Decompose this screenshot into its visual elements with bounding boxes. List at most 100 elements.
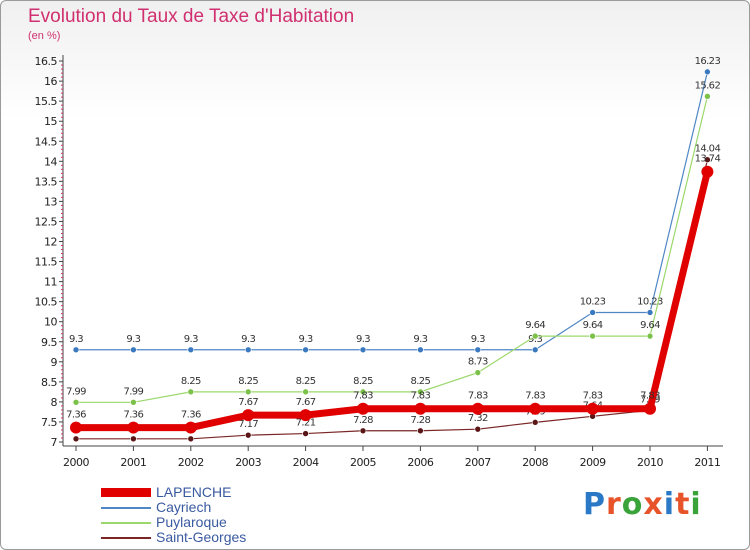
data-point <box>72 399 80 406</box>
data-label: 9.3 <box>356 334 370 345</box>
data-point <box>187 346 195 354</box>
y-tick-label: 12 <box>44 236 57 249</box>
data-label: 9.64 <box>640 320 660 331</box>
data-label: 7.83 <box>410 391 430 402</box>
logo-letter: t <box>675 487 691 522</box>
data-point <box>417 427 424 435</box>
data-label: 10.23 <box>637 296 663 307</box>
y-tick-label: 13.5 <box>35 175 58 188</box>
data-point <box>529 402 542 415</box>
data-label: 9.3 <box>471 334 485 345</box>
data-label: 7.28 <box>353 415 373 426</box>
x-tick-label: 2010 <box>637 456 663 469</box>
y-tick-label: 16.5 <box>35 55 58 68</box>
data-point <box>359 388 367 396</box>
logo-letter: r <box>606 487 622 522</box>
data-point <box>130 399 137 406</box>
data-label: 7.83 <box>640 391 660 402</box>
y-tick-label: 14.5 <box>35 135 58 148</box>
data-point <box>302 346 309 354</box>
x-tick-label: 2004 <box>293 456 319 469</box>
data-point <box>130 435 137 443</box>
legend-label: LAPENCHE <box>156 484 232 500</box>
data-label: 7.32 <box>468 413 488 424</box>
series-line-puylaroque <box>76 96 708 403</box>
data-point <box>704 68 711 76</box>
data-label: 7.67 <box>238 397 258 408</box>
logo-letter: i <box>663 487 676 522</box>
unit-label: (en %) <box>28 30 61 42</box>
y-tick-label: 11 <box>44 276 57 289</box>
legend-label: Puylaroque <box>156 514 227 530</box>
y-tick-label: 10.5 <box>35 296 58 309</box>
data-point <box>531 346 539 354</box>
data-point <box>586 402 599 415</box>
data-point <box>187 435 195 443</box>
data-point <box>72 435 80 443</box>
y-tick-label: 8.5 <box>41 376 57 389</box>
legend-label: Cayriech <box>156 499 212 515</box>
logo-letter: o <box>621 487 644 522</box>
data-point <box>471 402 484 415</box>
data-label: 8.25 <box>181 376 201 387</box>
x-tick-label: 2003 <box>235 456 261 469</box>
x-tick-label: 2009 <box>580 456 606 469</box>
y-tick-label: 8 <box>51 396 58 409</box>
logo-letter: x <box>643 487 664 522</box>
x-tick-label: 2002 <box>178 456 204 469</box>
data-point <box>644 402 656 415</box>
data-point <box>72 346 80 354</box>
data-point <box>417 346 424 354</box>
data-point <box>531 419 539 426</box>
logo-letter: i <box>690 487 702 522</box>
data-label: 9.64 <box>525 320 545 331</box>
y-tick-label: 7.5 <box>41 416 57 429</box>
proxiti-logo: Proxiti <box>583 487 702 522</box>
data-label: 7.83 <box>583 391 603 402</box>
legend-swatch <box>101 507 151 509</box>
data-point <box>646 332 654 340</box>
data-point <box>474 425 482 433</box>
x-tick-label: 2000 <box>63 456 89 469</box>
data-label: 7.21 <box>296 418 316 429</box>
data-point <box>127 421 140 434</box>
data-label: 8.25 <box>410 376 430 387</box>
legend-label: Saint-Georges <box>156 529 247 545</box>
x-tick-label: 2008 <box>522 456 548 469</box>
data-label: 8.73 <box>468 357 488 368</box>
y-tick-label: 11.5 <box>35 256 58 269</box>
x-tick-label: 2005 <box>350 456 376 469</box>
data-label: 14.04 <box>695 144 721 155</box>
data-point <box>130 346 137 354</box>
y-tick-label: 12.5 <box>35 215 58 228</box>
data-label: 7.83 <box>468 391 488 402</box>
data-label: 7.36 <box>181 410 201 421</box>
x-tick-label: 2001 <box>120 456 146 469</box>
data-point <box>299 409 312 422</box>
y-tick-label: 9 <box>51 356 58 369</box>
data-point <box>474 369 482 376</box>
series-line-saint-georges <box>76 159 708 440</box>
data-point <box>244 431 252 439</box>
data-point <box>357 402 369 415</box>
data-label: 9.3 <box>413 334 427 345</box>
data-label: 7.17 <box>238 419 258 430</box>
y-tick-label: 13 <box>44 195 57 208</box>
x-tick-label: 2006 <box>407 456 433 469</box>
data-label: 9.3 <box>299 334 313 345</box>
data-label: 7.28 <box>410 415 430 426</box>
data-label: 7.83 <box>525 391 545 402</box>
data-point <box>704 93 711 100</box>
data-label: 8.25 <box>238 376 258 387</box>
series-line-cayriech <box>76 71 708 351</box>
chart-title: Evolution du Taux de Taxe d'Habitation <box>28 6 355 27</box>
data-label: 10.23 <box>580 296 606 307</box>
logo-letter: P <box>583 487 606 522</box>
legend-swatch <box>101 522 151 524</box>
x-tick-label: 2007 <box>465 456 491 469</box>
y-tick-label: 14 <box>44 155 57 168</box>
data-point <box>242 409 255 422</box>
data-label: 8.25 <box>353 376 373 387</box>
